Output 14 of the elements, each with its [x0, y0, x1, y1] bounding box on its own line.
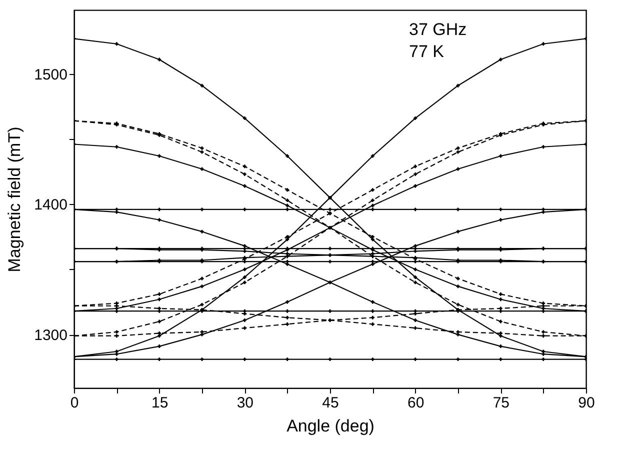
- x-tick-label: 45: [322, 394, 339, 412]
- x-axis-title: Angle (deg): [286, 416, 374, 436]
- x-tick-label: 90: [578, 394, 595, 412]
- x-tick-label: 0: [70, 394, 79, 412]
- annotation: 37 GHz: [409, 20, 467, 39]
- x-tick-label: 30: [236, 394, 254, 412]
- y-tick-label: 1300: [34, 327, 68, 344]
- y-tick-label: 1500: [34, 66, 68, 84]
- y-axis-title: Magnetic field (mT): [5, 126, 24, 272]
- annotation: 77 K: [409, 42, 445, 61]
- y-tick-label: 1400: [34, 196, 68, 214]
- x-tick-label: 15: [151, 394, 168, 412]
- x-tick-label: 60: [407, 394, 424, 412]
- x-tick-label: 75: [492, 394, 510, 412]
